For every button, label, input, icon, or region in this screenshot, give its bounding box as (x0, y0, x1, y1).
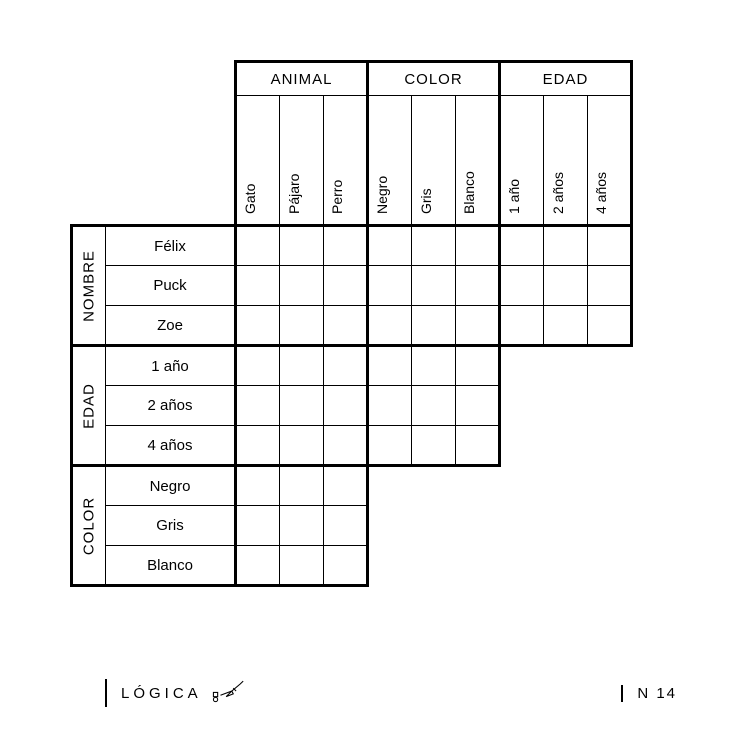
grid-cell[interactable] (500, 306, 544, 346)
row-sub-header: 2 años (106, 386, 236, 426)
grid-cell[interactable] (456, 266, 500, 306)
grid-cell[interactable] (412, 266, 456, 306)
grid-cell[interactable] (500, 226, 544, 266)
col-sub-header: 4 años (588, 96, 632, 226)
grid-cell[interactable] (280, 306, 324, 346)
grid-cell[interactable] (456, 386, 500, 426)
grid-cell[interactable] (236, 306, 280, 346)
grid-cell[interactable] (368, 266, 412, 306)
grid-cell[interactable] (280, 426, 324, 466)
row-sub-header: Gris (106, 506, 236, 546)
row-sub-header: Félix (106, 226, 236, 266)
grid-cell[interactable] (588, 266, 632, 306)
grid-cell[interactable] (456, 226, 500, 266)
grid-cell[interactable] (280, 266, 324, 306)
footer-page: N 14 (621, 685, 677, 702)
grid-cell[interactable] (544, 306, 588, 346)
footer: LÓGICA N 14 (0, 679, 737, 707)
col-sub-header: 2 años (544, 96, 588, 226)
row-sub-header: Blanco (106, 546, 236, 586)
grid-cell[interactable] (236, 466, 280, 506)
col-sub-header: Gris (412, 96, 456, 226)
grid-cell[interactable] (412, 346, 456, 386)
col-sub-header: Pájaro (280, 96, 324, 226)
row-sub-header: Puck (106, 266, 236, 306)
grid-cell[interactable] (280, 546, 324, 586)
grid-cell[interactable] (236, 426, 280, 466)
write-icon (212, 679, 246, 707)
row-sub-header: 4 años (106, 426, 236, 466)
grid-cell[interactable] (236, 226, 280, 266)
footer-title: LÓGICA (121, 685, 202, 702)
col-sub-header: Gato (236, 96, 280, 226)
grid-cell[interactable] (324, 386, 368, 426)
logic-grid: ANIMALCOLOREDADGatoPájaroPerroNegroGrisB… (70, 60, 633, 587)
grid-cell[interactable] (236, 386, 280, 426)
grid-cell[interactable] (324, 546, 368, 586)
grid-cell[interactable] (324, 346, 368, 386)
grid-cell[interactable] (236, 346, 280, 386)
grid-cell[interactable] (412, 386, 456, 426)
grid-cell[interactable] (544, 226, 588, 266)
col-sub-header: Blanco (456, 96, 500, 226)
grid-cell[interactable] (412, 426, 456, 466)
row-category-header: NOMBRE (72, 226, 106, 346)
grid-cell[interactable] (456, 306, 500, 346)
grid-cell[interactable] (280, 466, 324, 506)
col-category-header: ANIMAL (236, 62, 368, 96)
grid-cell[interactable] (544, 266, 588, 306)
grid-cell[interactable] (588, 306, 632, 346)
col-sub-header: 1 año (500, 96, 544, 226)
grid-cell[interactable] (368, 226, 412, 266)
grid-cell[interactable] (324, 466, 368, 506)
grid-cell[interactable] (368, 386, 412, 426)
row-sub-header: 1 año (106, 346, 236, 386)
grid-cell[interactable] (280, 226, 324, 266)
footer-left: LÓGICA (105, 679, 246, 707)
grid-cell[interactable] (368, 426, 412, 466)
grid-cell[interactable] (500, 266, 544, 306)
grid-cell[interactable] (588, 226, 632, 266)
grid-cell[interactable] (368, 346, 412, 386)
row-sub-header: Negro (106, 466, 236, 506)
grid-cell[interactable] (456, 346, 500, 386)
grid-cell[interactable] (236, 546, 280, 586)
grid-cell[interactable] (236, 266, 280, 306)
grid-cell[interactable] (324, 226, 368, 266)
col-category-header: EDAD (500, 62, 632, 96)
row-category-header: EDAD (72, 346, 106, 466)
row-category-header: COLOR (72, 466, 106, 586)
col-category-header: COLOR (368, 62, 500, 96)
grid-cell[interactable] (412, 306, 456, 346)
grid-cell[interactable] (324, 426, 368, 466)
col-sub-header: Perro (324, 96, 368, 226)
grid-cell[interactable] (236, 506, 280, 546)
col-sub-header: Negro (368, 96, 412, 226)
grid-cell[interactable] (324, 266, 368, 306)
grid-cell[interactable] (280, 506, 324, 546)
grid-cell[interactable] (280, 386, 324, 426)
grid-cell[interactable] (368, 306, 412, 346)
row-sub-header: Zoe (106, 306, 236, 346)
grid-cell[interactable] (324, 306, 368, 346)
grid-cell[interactable] (324, 506, 368, 546)
grid-cell[interactable] (412, 226, 456, 266)
grid-cell[interactable] (280, 346, 324, 386)
grid-cell[interactable] (456, 426, 500, 466)
